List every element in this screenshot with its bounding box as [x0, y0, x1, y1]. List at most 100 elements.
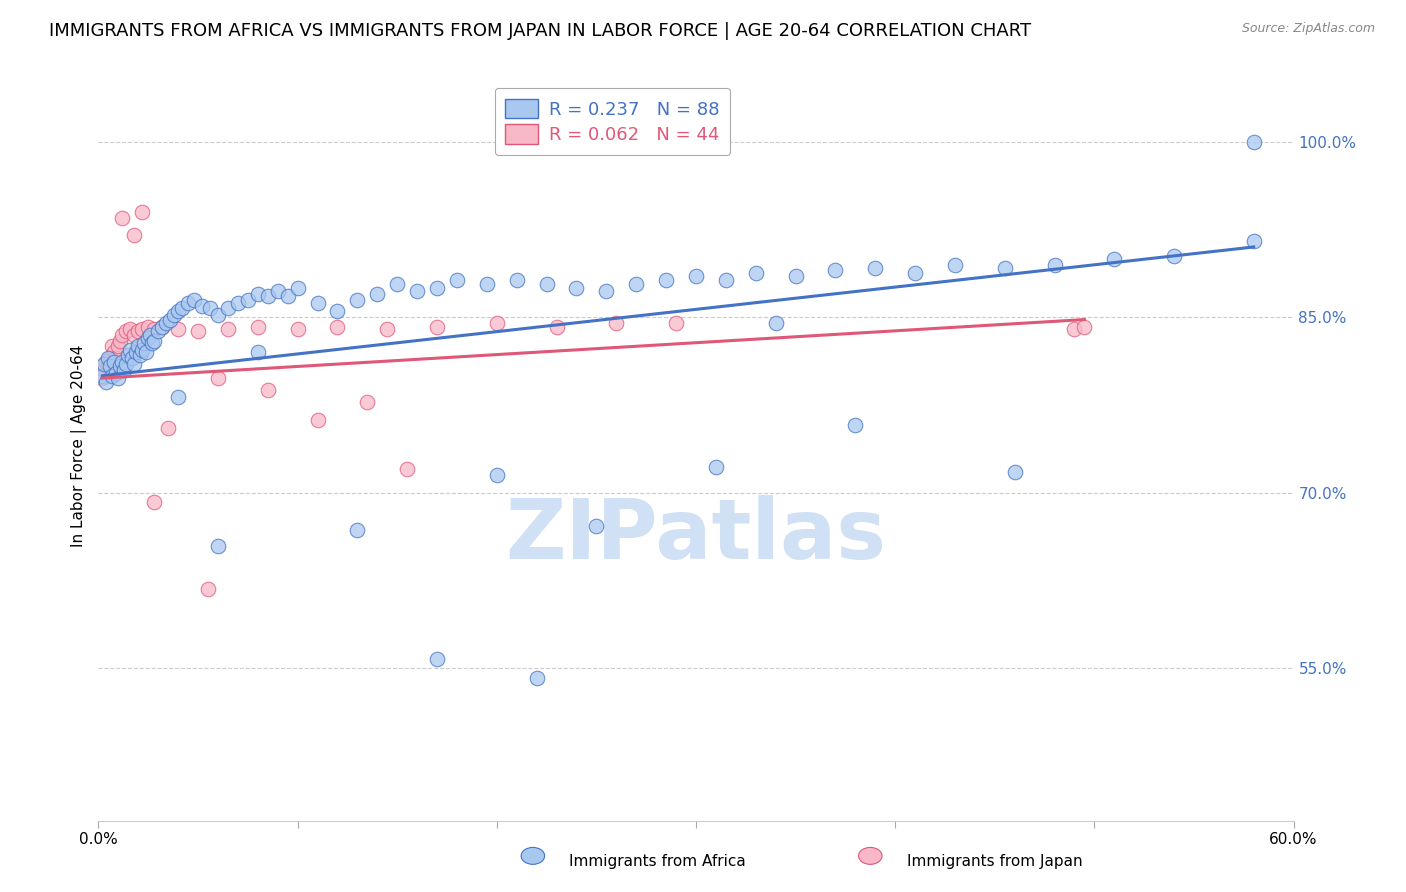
Point	[1243, 135, 1265, 149]
Point	[187, 324, 209, 338]
Point	[277, 289, 299, 303]
Point	[256, 383, 278, 397]
Y-axis label: In Labor Force | Age 20-64: In Labor Force | Age 20-64	[72, 345, 87, 547]
Point	[426, 652, 449, 666]
Point	[267, 285, 290, 299]
Point	[485, 316, 508, 330]
Point	[287, 281, 309, 295]
Circle shape	[859, 847, 882, 864]
Point	[685, 269, 707, 284]
Point	[366, 286, 388, 301]
Point	[446, 273, 468, 287]
Point	[112, 363, 135, 377]
Point	[155, 316, 177, 330]
Point	[129, 348, 152, 362]
Point	[385, 277, 409, 292]
Point	[565, 281, 588, 295]
Point	[346, 523, 368, 537]
Point	[115, 324, 138, 338]
Point	[124, 327, 146, 342]
Point	[1063, 322, 1085, 336]
Point	[93, 363, 115, 377]
Point	[256, 289, 278, 303]
Point	[111, 355, 134, 369]
Point	[159, 312, 181, 326]
Point	[865, 261, 887, 276]
Point	[904, 266, 927, 280]
Point	[125, 345, 148, 359]
Point	[546, 319, 568, 334]
Point	[704, 460, 727, 475]
Point	[150, 319, 173, 334]
Point	[139, 327, 162, 342]
Point	[107, 339, 129, 353]
Point	[526, 671, 548, 685]
Point	[326, 304, 349, 318]
Point	[98, 359, 122, 374]
Point	[101, 368, 124, 383]
Point	[148, 324, 170, 338]
Point	[246, 319, 269, 334]
Point	[1104, 252, 1126, 266]
Point	[824, 263, 846, 277]
Point	[117, 348, 139, 362]
Point	[91, 371, 114, 385]
Point	[121, 351, 143, 366]
Point	[605, 316, 627, 330]
Point	[124, 228, 146, 243]
Point	[198, 301, 221, 315]
Point	[177, 296, 200, 310]
Point	[157, 421, 180, 435]
Point	[101, 339, 124, 353]
Point	[167, 304, 190, 318]
Point	[375, 322, 398, 336]
Point	[98, 351, 122, 366]
Point	[111, 211, 134, 225]
Point	[97, 351, 120, 366]
Point	[536, 277, 558, 292]
Point	[91, 368, 114, 383]
Point	[131, 343, 153, 357]
Point	[120, 322, 142, 336]
Text: IMMIGRANTS FROM AFRICA VS IMMIGRANTS FROM JAPAN IN LABOR FORCE | AGE 20-64 CORRE: IMMIGRANTS FROM AFRICA VS IMMIGRANTS FRO…	[49, 22, 1032, 40]
Point	[110, 334, 132, 348]
Text: ZIPatlas: ZIPatlas	[506, 495, 886, 576]
Point	[665, 316, 688, 330]
Point	[163, 308, 186, 322]
Point	[485, 468, 508, 483]
Point	[120, 343, 142, 357]
Point	[426, 281, 449, 295]
Point	[103, 345, 125, 359]
Point	[134, 336, 156, 351]
Point	[626, 277, 648, 292]
Point	[172, 301, 194, 315]
Point	[97, 359, 120, 374]
Point	[585, 518, 607, 533]
Point	[1073, 319, 1095, 334]
Point	[143, 495, 166, 509]
Point	[93, 357, 115, 371]
Point	[994, 261, 1017, 276]
Point	[246, 286, 269, 301]
Point	[346, 293, 368, 307]
Point	[136, 331, 159, 345]
Point	[136, 319, 159, 334]
Point	[111, 327, 134, 342]
Point	[595, 285, 617, 299]
Point	[167, 322, 190, 336]
Point	[1043, 258, 1066, 272]
Point	[217, 301, 239, 315]
Point	[135, 345, 157, 359]
Point	[110, 359, 132, 374]
Point	[356, 394, 378, 409]
Point	[207, 371, 229, 385]
Point	[167, 390, 190, 404]
Point	[765, 316, 787, 330]
Point	[287, 322, 309, 336]
Point	[141, 336, 163, 351]
Point	[127, 324, 149, 338]
Point	[143, 334, 166, 348]
Text: Immigrants from Japan: Immigrants from Japan	[907, 855, 1083, 869]
Point	[207, 539, 229, 553]
Point	[96, 375, 118, 389]
